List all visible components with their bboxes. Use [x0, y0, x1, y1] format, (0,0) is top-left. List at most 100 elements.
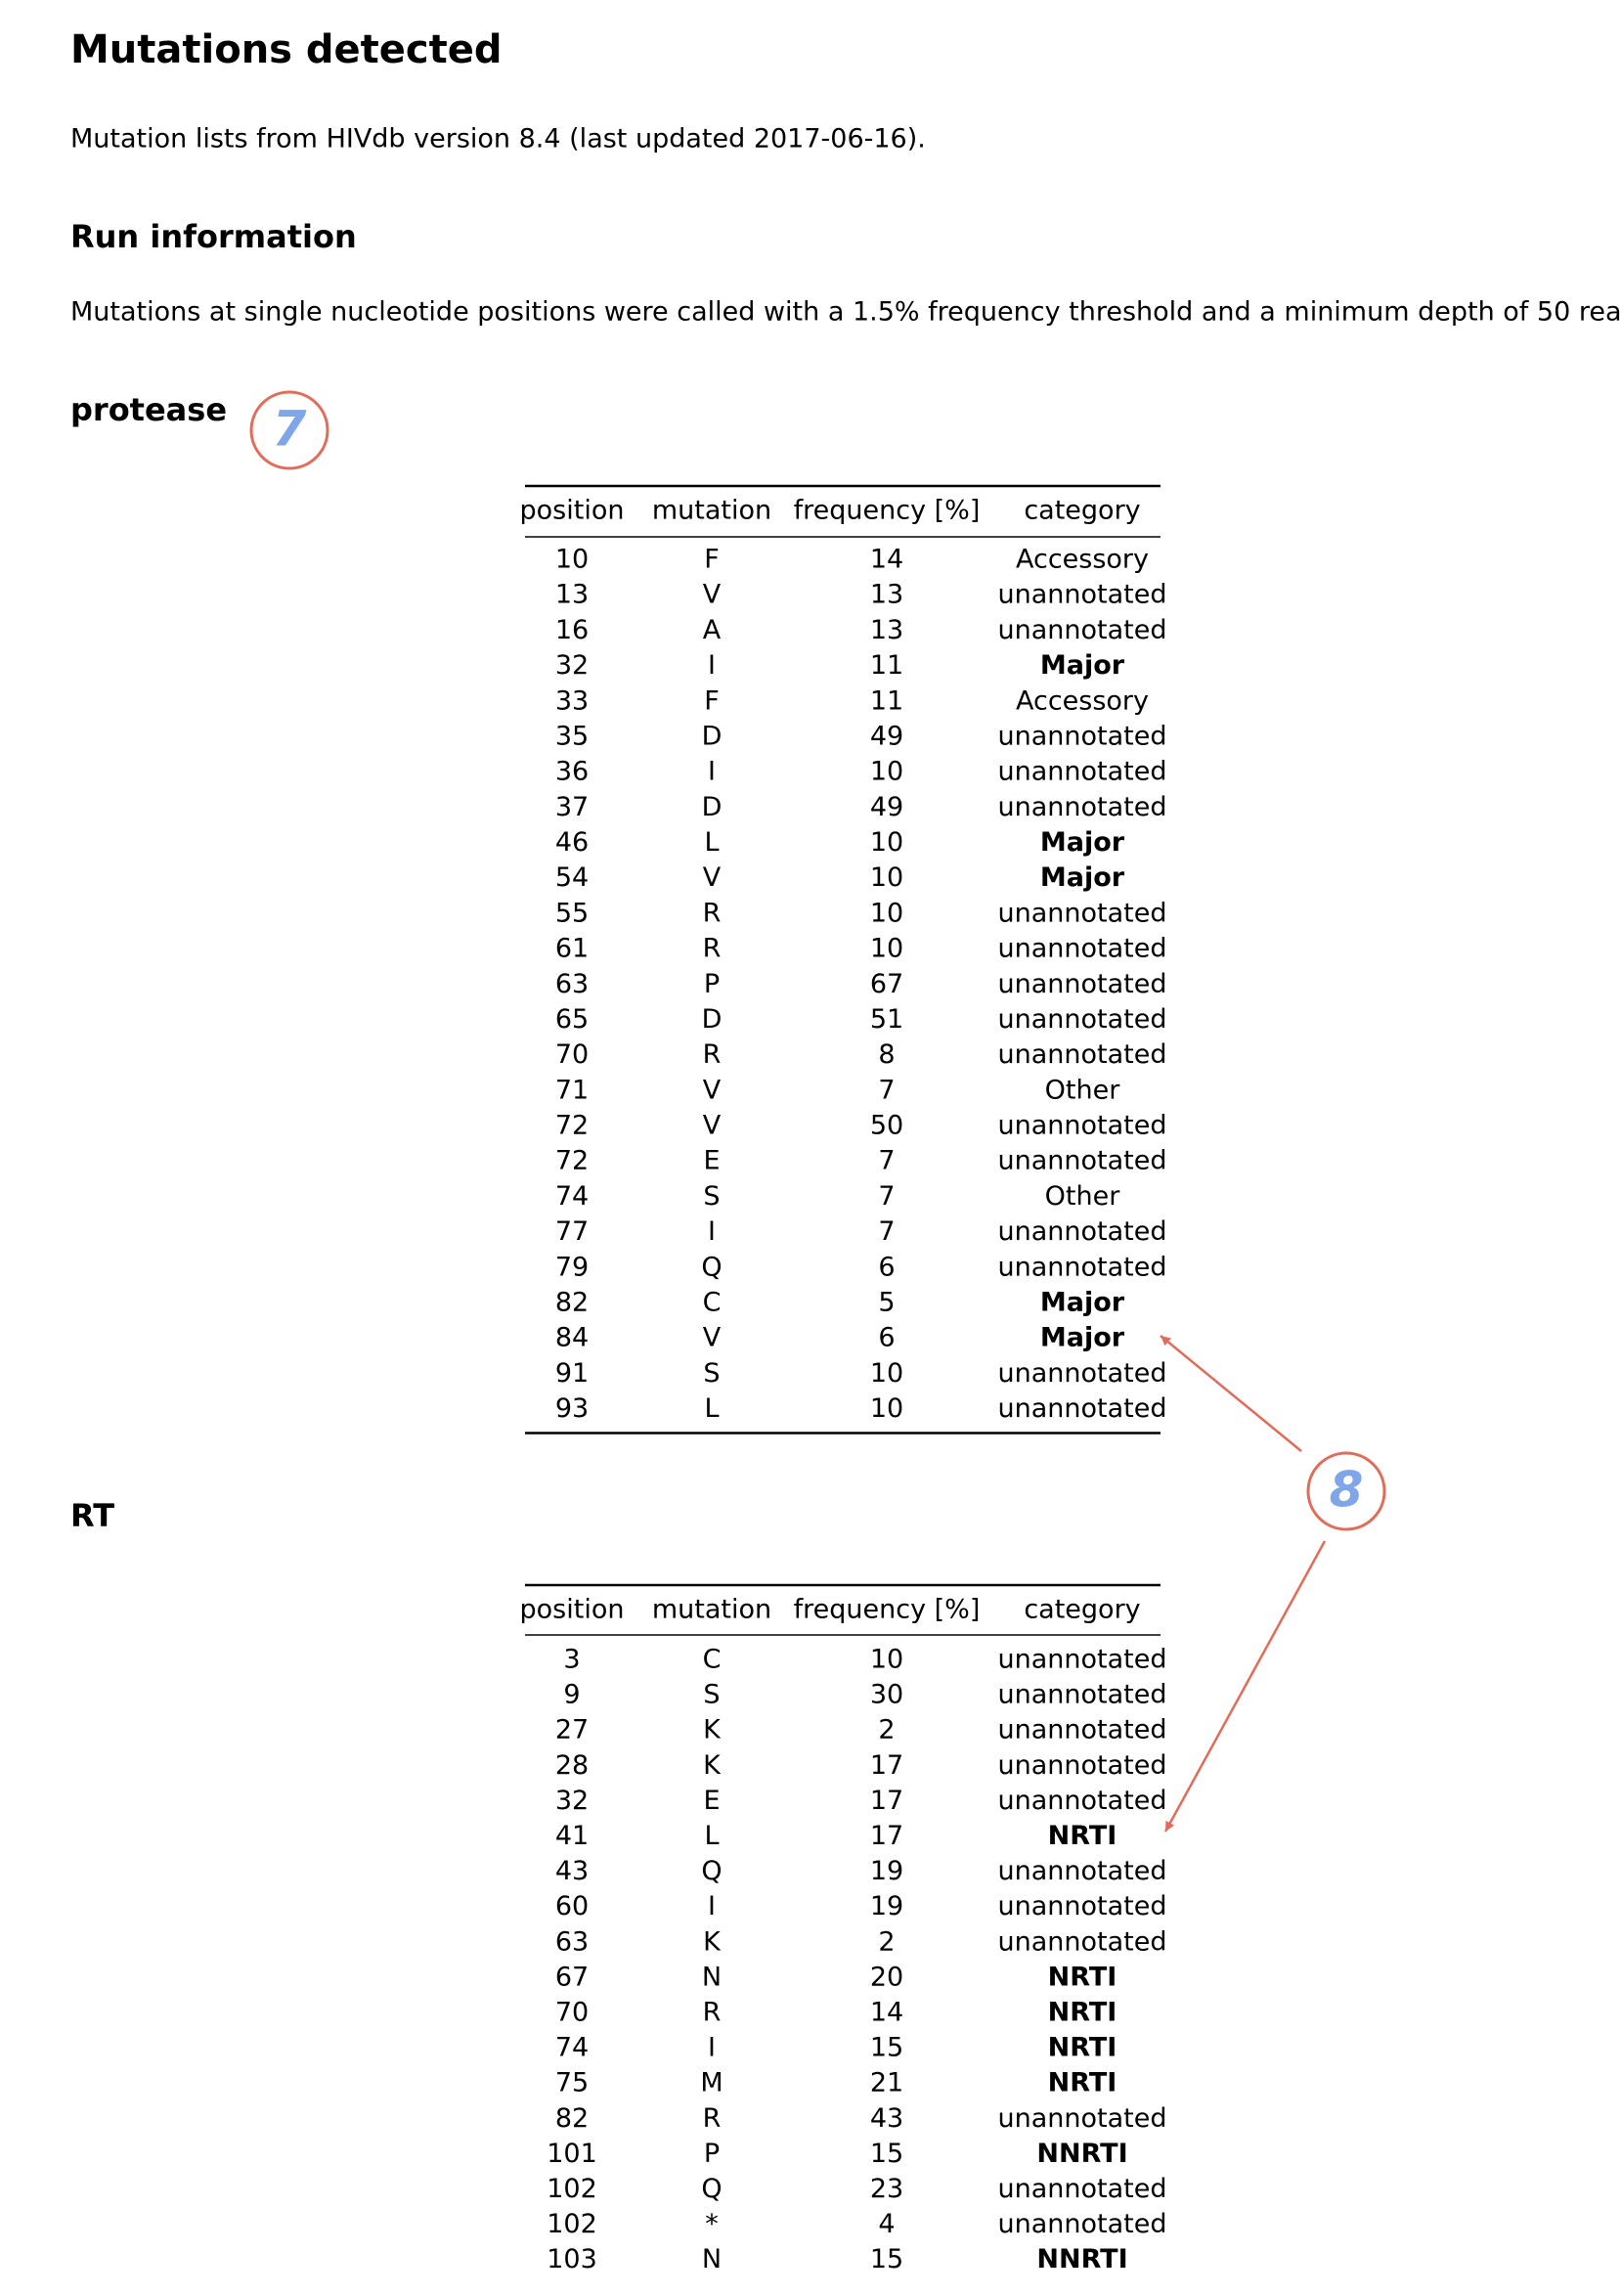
table-cell: M: [700, 2068, 723, 2098]
table-cell: NRTI: [1048, 1821, 1117, 1851]
table-cell: Other: [1045, 1075, 1121, 1105]
table-cell: 82: [555, 2103, 589, 2134]
table-cell: unannotated: [998, 1358, 1167, 1389]
table-cell: I: [708, 757, 716, 787]
table-cell: S: [703, 1181, 720, 1212]
table-cell: Major: [1040, 862, 1125, 893]
table-cell: 49: [870, 721, 903, 751]
table-cell: 14: [870, 1998, 903, 2028]
column-header: mutation: [652, 496, 771, 526]
table-cell: Major: [1040, 650, 1125, 681]
table-cell: unannotated: [998, 792, 1167, 822]
arrow: [1160, 1335, 1302, 1452]
table-cell: 74: [555, 1181, 589, 1212]
table-cell: 4: [878, 2209, 895, 2239]
table-cell: 8: [878, 1039, 895, 1070]
table-cell: unannotated: [998, 898, 1167, 928]
table-cell: 10: [870, 862, 903, 893]
table-cell: 36: [555, 757, 589, 787]
table-cell: C: [703, 1287, 722, 1317]
table-cell: 2: [878, 1715, 895, 1745]
table-cell: 70: [555, 1998, 589, 2028]
title: Mutations detected: [70, 27, 503, 72]
table-cell: 10: [555, 545, 589, 575]
table-cell: S: [703, 1680, 720, 1710]
table-cell: 55: [555, 898, 589, 928]
table-cell: NRTI: [1048, 2068, 1117, 2098]
table-cell: unannotated: [998, 1252, 1167, 1282]
column-header: mutation: [652, 1595, 771, 1625]
table-cell: 103: [547, 2244, 597, 2274]
column-header: position: [520, 496, 625, 526]
table-cell: unannotated: [998, 757, 1167, 787]
table-cell: Accessory: [1016, 685, 1149, 716]
table-cell: 17: [870, 1821, 903, 1851]
table-cell: 6: [878, 1323, 895, 1353]
table-cell: L: [704, 1821, 719, 1851]
table-cell: Major: [1040, 1323, 1125, 1353]
table-cell: Major: [1040, 827, 1125, 858]
table-cell: unannotated: [998, 1856, 1167, 1886]
table-cell: unannotated: [998, 1393, 1167, 1424]
table-cell: 10: [870, 1358, 903, 1389]
table-cell: unannotated: [998, 1891, 1167, 1921]
table-cell: 19: [870, 1891, 903, 1921]
table-cell: 60: [555, 1891, 589, 1921]
table-cell: I: [708, 1891, 716, 1921]
table-cell: P: [704, 969, 720, 999]
callout-circle: [1306, 1451, 1386, 1531]
callout: 7: [273, 401, 307, 458]
table-cell: E: [703, 1146, 720, 1176]
table-cell: F: [704, 685, 720, 716]
column-header: category: [1024, 1595, 1140, 1625]
table-cell: 3: [563, 1645, 580, 1675]
table-cell: K: [703, 1926, 722, 1957]
table-cell: 102: [547, 2174, 597, 2204]
table-cell: 32: [555, 650, 589, 681]
table-cell: 79: [555, 1252, 589, 1282]
table-cell: NRTI: [1048, 1962, 1117, 1992]
table-cell: 102: [547, 2209, 597, 2239]
table-cell: 84: [555, 1323, 589, 1353]
table-cell: 74: [555, 2033, 589, 2063]
table-cell: R: [703, 898, 722, 928]
table-cell: D: [702, 721, 723, 751]
table-cell: 7: [878, 1146, 895, 1176]
table-cell: 93: [555, 1393, 589, 1424]
table-cell: 101: [547, 2139, 597, 2169]
table-cell: V: [703, 862, 722, 893]
table-cell: 7: [878, 1075, 895, 1105]
table-cell: 13: [870, 615, 903, 645]
table-cell: 63: [555, 1926, 589, 1957]
table-cell: 2: [878, 1926, 895, 1957]
table-cell: 51: [870, 1004, 903, 1035]
table-cell: I: [708, 2033, 716, 2063]
table-cell: 49: [870, 792, 903, 822]
table-cell: R: [703, 1039, 722, 1070]
table-cell: unannotated: [998, 1786, 1167, 1816]
table-cell: 77: [555, 1216, 589, 1247]
section-heading: RT: [70, 1497, 114, 1534]
table-cell: 10: [870, 898, 903, 928]
table-cell: A: [703, 615, 722, 645]
column-header: frequency [%]: [794, 496, 981, 526]
table-cell: NRTI: [1048, 1998, 1117, 2028]
table-cell: unannotated: [998, 1216, 1167, 1247]
table-cell: L: [704, 827, 719, 858]
table-cell: 10: [870, 757, 903, 787]
table-cell: unannotated: [998, 721, 1167, 751]
table-cell: C: [703, 1645, 722, 1675]
run-text: Mutations at single nucleotide positions…: [70, 297, 1621, 328]
table-cell: 17: [870, 1750, 903, 1781]
table-cell: unannotated: [998, 1004, 1167, 1035]
table-cell: 19: [870, 1856, 903, 1886]
table-cell: 41: [555, 1821, 589, 1851]
table-cell: 15: [870, 2033, 903, 2063]
table-cell: 13: [555, 580, 589, 610]
table-cell: 10: [870, 827, 903, 858]
table-cell: Q: [701, 1856, 722, 1886]
table-cell: L: [704, 1393, 719, 1424]
table-cell: 15: [870, 2244, 903, 2274]
table-cell: 17: [870, 1786, 903, 1816]
table-cell: 43: [870, 2103, 903, 2134]
